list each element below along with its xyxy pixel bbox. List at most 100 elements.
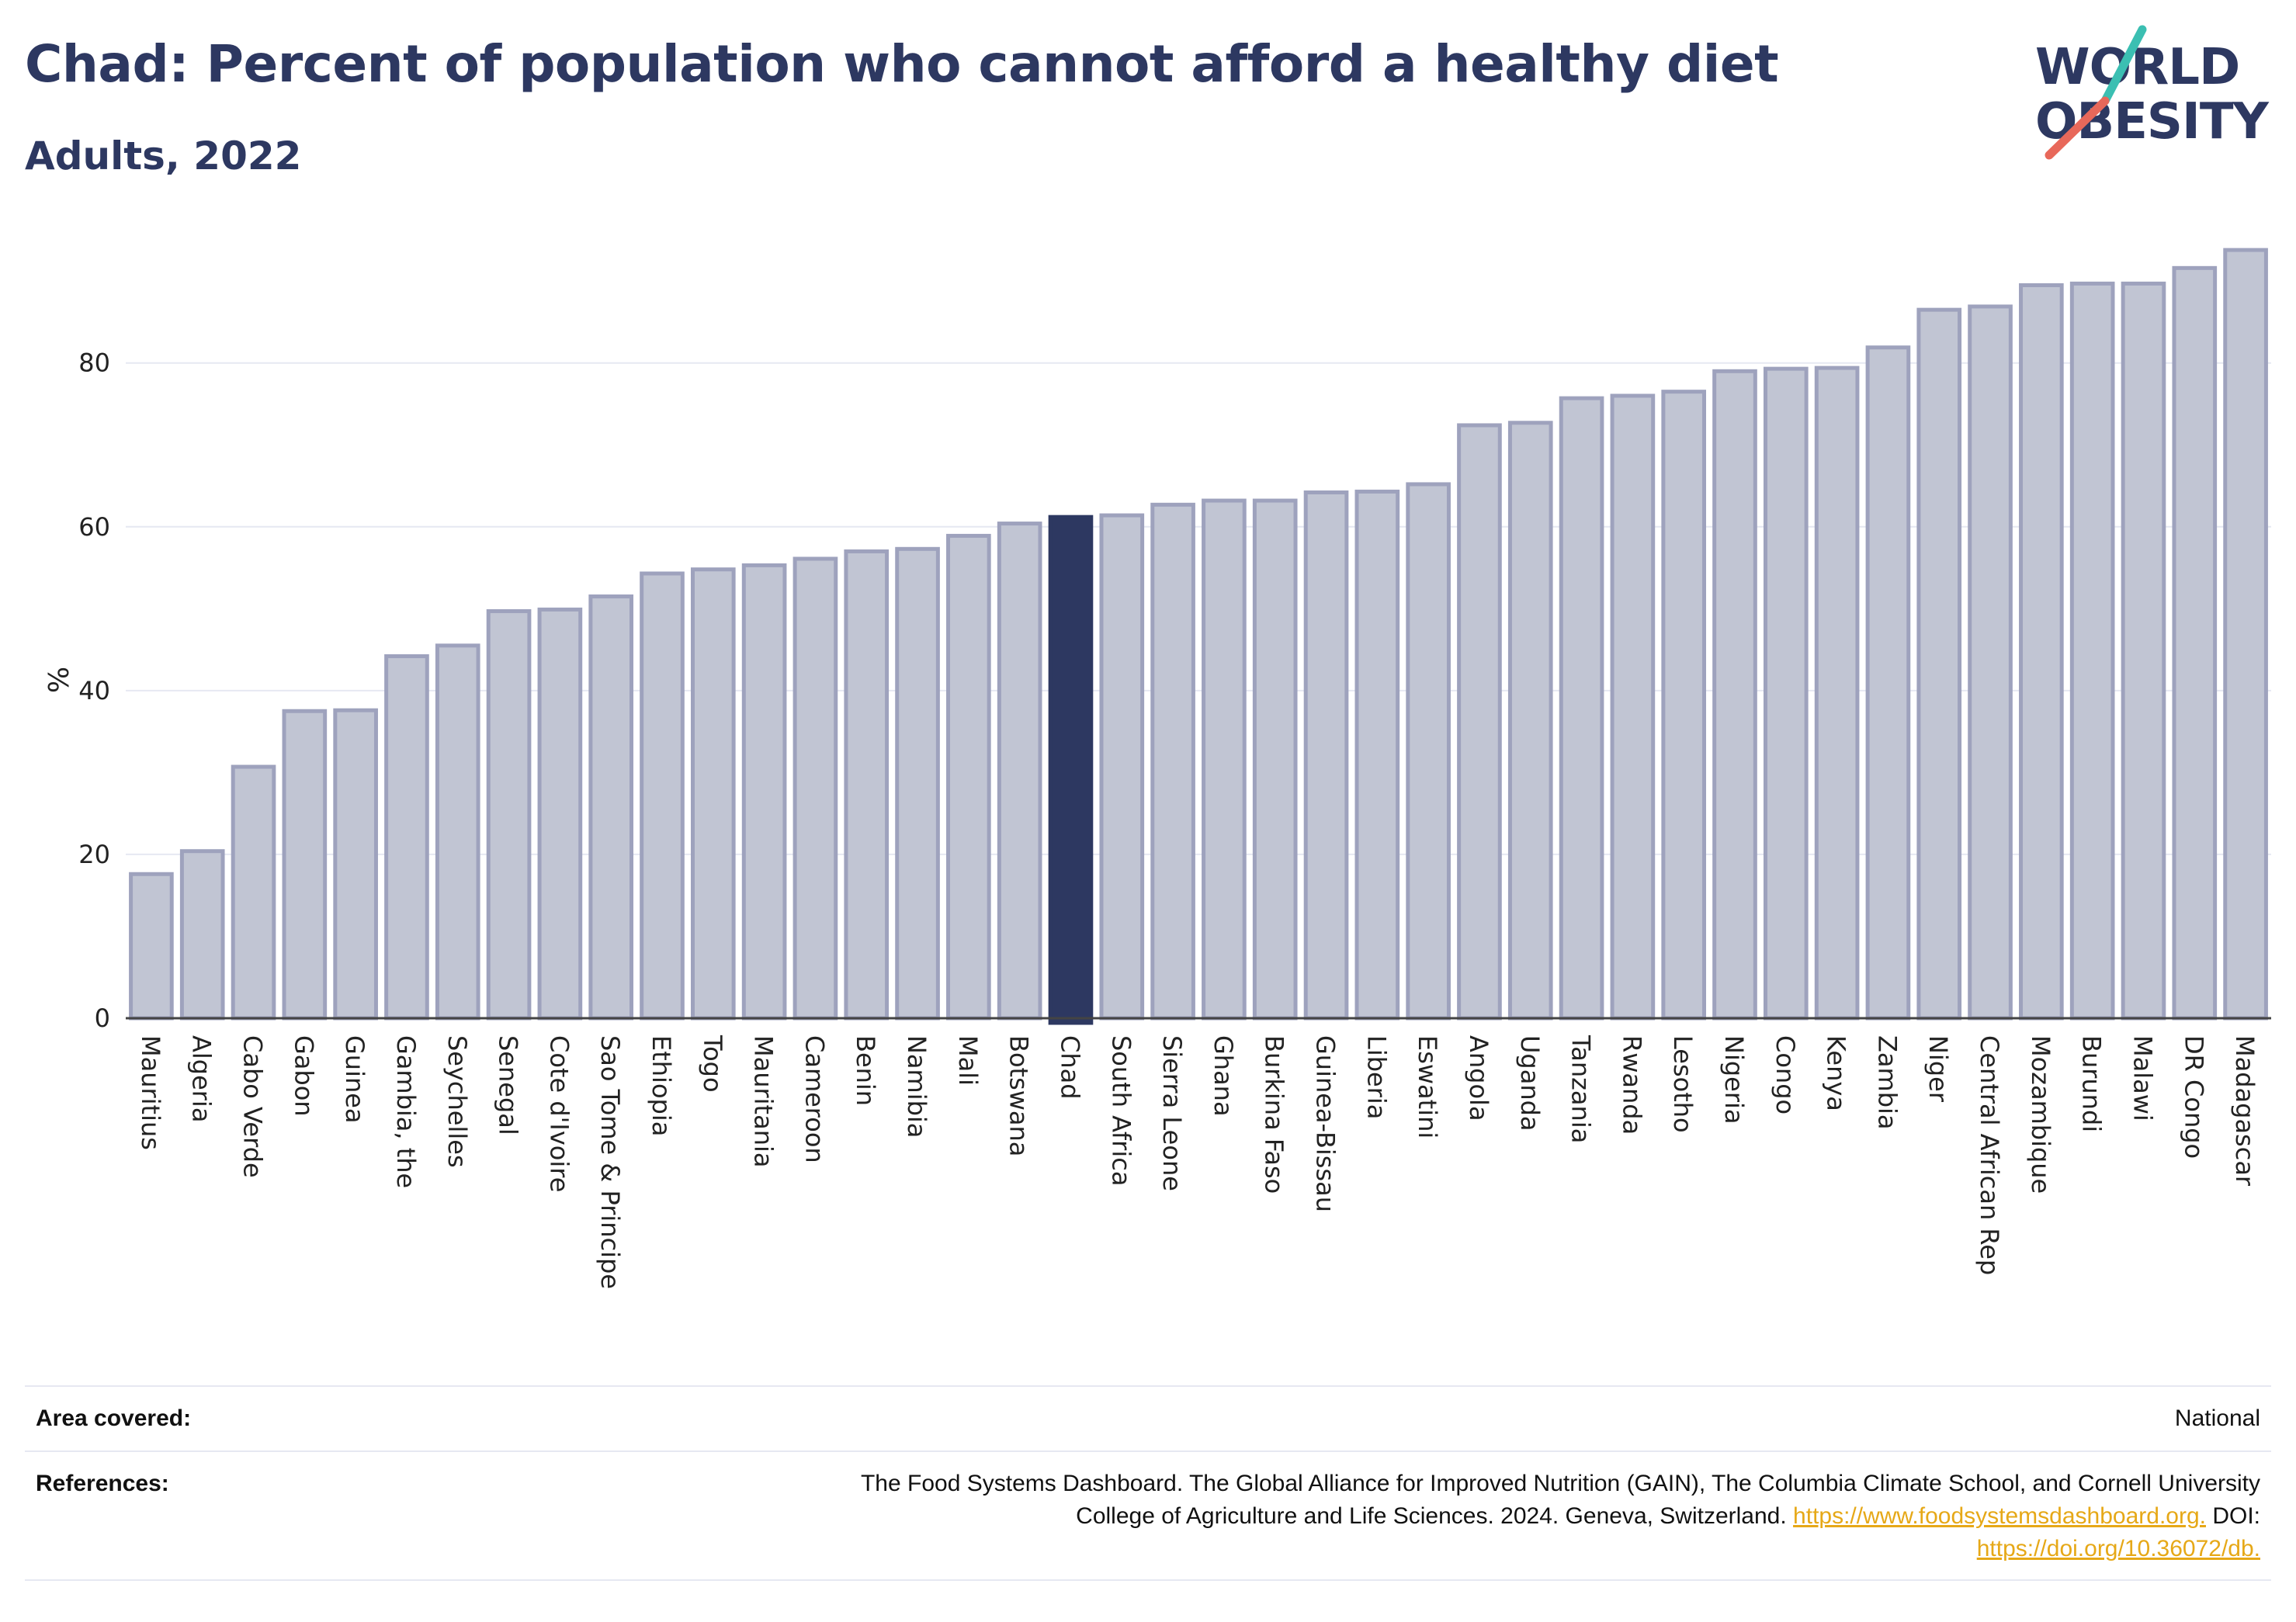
bar-mauritius (129, 872, 174, 1021)
x-tick-label: Burundi (2077, 1035, 2107, 1132)
bar-zambia (1865, 345, 1911, 1021)
bar-uganda (1507, 421, 1553, 1021)
bars (129, 248, 2268, 1025)
references-text: The Food Systems Dashboard. The Global A… (475, 1468, 2260, 1565)
x-tick-label: Mozambique (2026, 1035, 2055, 1194)
chart-footer: Area covered: National References: The F… (25, 1385, 2271, 1587)
bar-cameroon (793, 556, 838, 1021)
area-covered-row: Area covered: National (25, 1405, 2271, 1437)
references-row: References: The Food Systems Dashboard. … (25, 1471, 2271, 1579)
grid-lines (126, 362, 2271, 855)
x-tick-label: Guinea-Bissau (1311, 1035, 1340, 1212)
x-tick-label: Botswana (1004, 1035, 1034, 1156)
x-tick-label: Liberia (1361, 1035, 1391, 1119)
x-tick-label: Chad (1055, 1035, 1084, 1100)
logo-slash-icon (2045, 25, 2147, 160)
footer-divider-mid (25, 1450, 2271, 1452)
bar-mali (946, 533, 991, 1021)
bar-ghana (1202, 498, 1247, 1021)
bar-central-african-rep (1968, 304, 2013, 1021)
y-tick-label: 60 (78, 512, 110, 542)
x-tick-label: Senegal (494, 1035, 523, 1135)
dashboard-link[interactable]: https://www.foodsystemsdashboard.org. (1793, 1503, 2206, 1529)
references-line-3: https://doi.org/10.36072/db. (475, 1533, 2260, 1565)
bar-gabon (282, 709, 328, 1021)
bar-ethiopia (640, 571, 685, 1021)
x-tick-label: Guinea (340, 1035, 369, 1124)
bar-burundi (2069, 281, 2115, 1021)
logo-line-2: OBESITY (2035, 93, 2269, 151)
bar-mozambique (2019, 282, 2064, 1021)
x-tick-label: Benin (851, 1035, 880, 1106)
x-tick-label: South Africa (1106, 1035, 1136, 1186)
y-axis-label: % (41, 667, 73, 693)
x-tick-label: Sierra Leone (1157, 1035, 1187, 1191)
x-tick-label: Lesotho (1668, 1035, 1698, 1133)
x-tick-label: Mauritania (749, 1035, 779, 1167)
footer-divider-top (25, 1385, 2271, 1387)
bar-rwanda (1610, 393, 1656, 1021)
bar-south-africa (1099, 513, 1145, 1021)
bar-sao-tome-principe (588, 594, 634, 1021)
x-tick-label: DR Congo (2179, 1035, 2208, 1159)
references-line-2-text: College of Agriculture and Life Sciences… (1076, 1503, 1787, 1529)
x-tick-label: Gambia, the (391, 1035, 421, 1188)
bar-botswana (997, 522, 1042, 1021)
y-tick-labels: 0 20 40 60 80 (78, 348, 110, 1033)
bar-eswatini (1406, 482, 1451, 1021)
y-tick-label: 40 (78, 676, 110, 705)
y-tick-label: 0 (95, 1003, 110, 1033)
bar-benin (844, 549, 890, 1021)
x-tick-label: Rwanda (1617, 1035, 1646, 1135)
x-tick-label: Uganda (1515, 1035, 1545, 1132)
x-tick-labels: Mauritius Algeria Cabo Verde Gabon Guinea Gam… (136, 1035, 2260, 1289)
x-tick-label: Angola (1464, 1035, 1493, 1121)
bar-dr-congo (2172, 265, 2218, 1021)
chart-title: Chad: Percent of population who cannot a… (25, 34, 1779, 94)
bar-congo (1763, 366, 1809, 1021)
bar-madagascar (2223, 248, 2268, 1021)
x-tick-label: Niger (1923, 1035, 1953, 1103)
x-tick-label: Gabon (289, 1035, 318, 1117)
x-tick-label: Ethiopia (647, 1035, 676, 1136)
bar-lesotho (1661, 390, 1707, 1021)
bar-algeria (179, 849, 225, 1021)
bar-cabo-verde (231, 764, 276, 1021)
bar-malawi (2121, 281, 2166, 1021)
doi-link[interactable]: https://doi.org/10.36072/db. (1976, 1536, 2260, 1561)
x-tick-label: Burkina Faso (1260, 1035, 1289, 1194)
bar-cote-d-ivoire (537, 607, 583, 1021)
x-tick-label: Algeria (187, 1035, 217, 1122)
bar-niger (1916, 307, 1962, 1021)
x-tick-label: Central African Rep (1975, 1035, 2004, 1275)
bar-kenya (1814, 366, 1860, 1021)
bar-namibia (895, 546, 940, 1021)
references-label: References: (36, 1471, 169, 1496)
bar-mauritania (741, 563, 787, 1021)
bar-tanzania (1559, 396, 1604, 1021)
x-tick-label: Kenya (1822, 1035, 1851, 1111)
bar-seychelles (435, 643, 480, 1021)
x-tick-label: Mauritius (136, 1035, 165, 1150)
y-tick-label: 80 (78, 348, 110, 378)
references-line-1: The Food Systems Dashboard. The Global A… (860, 1471, 2260, 1496)
bar-chad (1048, 515, 1094, 1025)
x-tick-label: Sao Tome & Principe (595, 1035, 625, 1289)
bar-gambia-the (384, 654, 429, 1021)
bar-togo (690, 567, 736, 1021)
x-tick-label: Seychelles (442, 1035, 472, 1168)
bar-angola (1457, 423, 1502, 1021)
bar-guinea (333, 708, 378, 1021)
x-tick-label: Congo (1771, 1035, 1800, 1114)
area-covered-value: National (2174, 1405, 2260, 1431)
bar-sierra-leone (1150, 502, 1195, 1021)
x-tick-label: Malawi (2128, 1035, 2157, 1121)
bar-senegal (486, 609, 532, 1021)
area-covered-label: Area covered: (36, 1405, 192, 1431)
x-tick-label: Cameroon (799, 1035, 829, 1163)
x-tick-label: Eswatini (1413, 1035, 1442, 1139)
x-tick-label: Mali (953, 1035, 983, 1086)
bar-liberia (1354, 489, 1400, 1021)
x-tick-label: Togo (698, 1035, 727, 1093)
y-tick-label: 20 (78, 840, 110, 869)
